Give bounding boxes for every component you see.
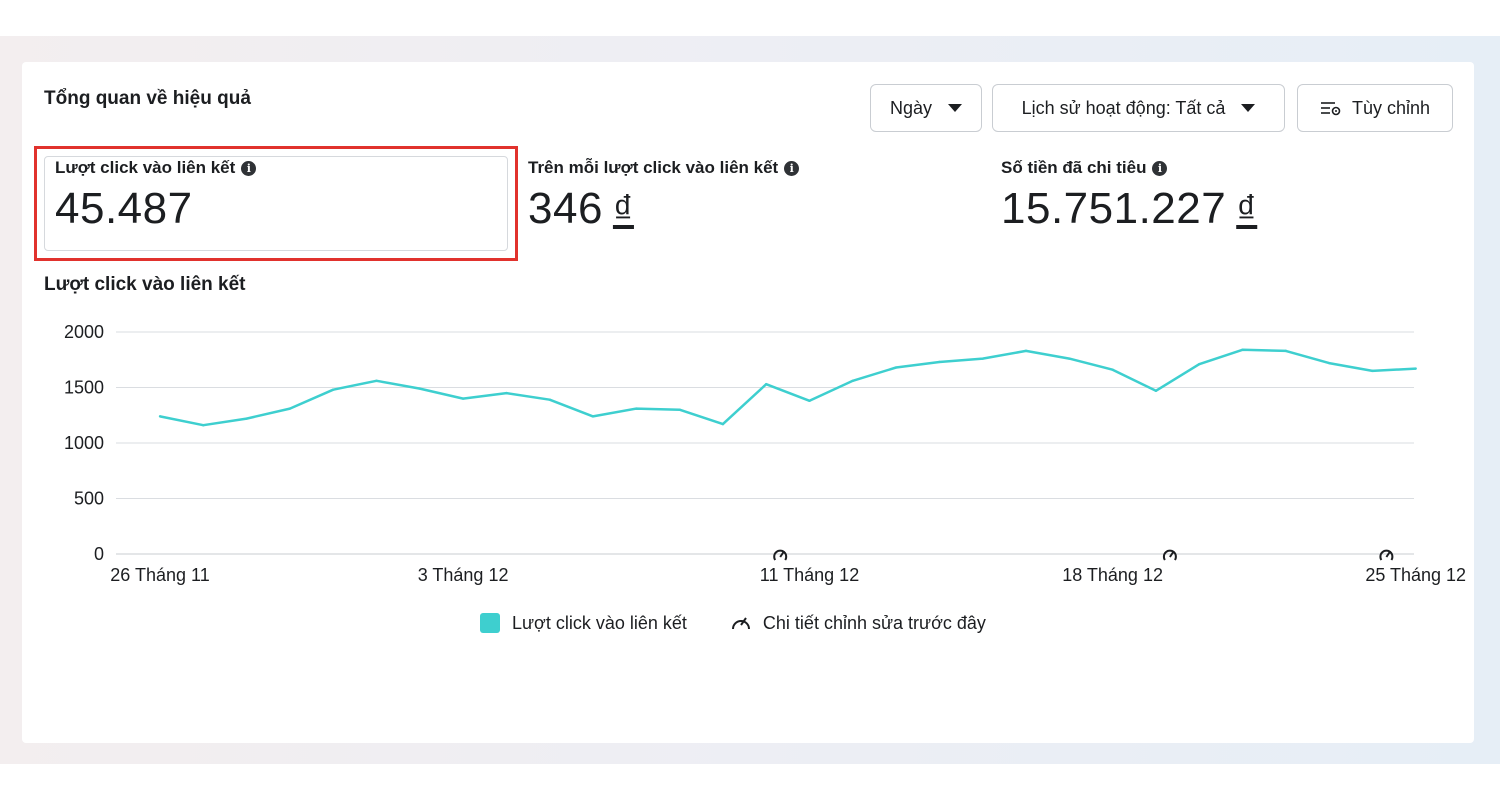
currency-symbol: ₫ [1236, 188, 1258, 232]
data-point [548, 398, 551, 401]
data-point [1284, 349, 1288, 353]
metric-label: Số tiền đã chi tiêu [1001, 158, 1147, 177]
x-tick-label: 18 Tháng 12 [1062, 565, 1163, 585]
data-point [158, 415, 162, 418]
data-point [1371, 369, 1374, 373]
y-tick-label: 2000 [64, 322, 104, 342]
data-point [332, 388, 335, 391]
x-tick-label: 25 Tháng 12 [1365, 565, 1466, 585]
data-point [678, 408, 681, 411]
info-icon[interactable]: i [1152, 160, 1168, 176]
y-tick-label: 1000 [64, 433, 104, 453]
edit-gauge-icon [731, 617, 750, 630]
currency-symbol: ₫ [612, 188, 634, 232]
period-dropdown[interactable]: Ngày [870, 84, 982, 132]
data-point [505, 391, 508, 395]
card-title: Tổng quan về hiệu quả [44, 88, 251, 109]
legend-item-edit-history[interactable]: Chi tiết chỉnh sửa trước đây [729, 612, 986, 634]
y-tick-label: 1500 [64, 378, 104, 398]
y-tick-label: 0 [94, 544, 104, 564]
edit-history-marker[interactable] [773, 549, 788, 561]
caret-down-icon [1241, 104, 1256, 112]
data-point [375, 379, 378, 383]
data-point [635, 407, 638, 410]
legend-label: Chi tiết chỉnh sửa trước đây [762, 612, 986, 633]
metric-value-row: 346 ₫ [528, 184, 799, 234]
data-point [461, 397, 465, 400]
legend-item-link-clicks[interactable]: Lượt click vào liên kết [480, 613, 687, 634]
metric-value: 15.751.227 [1001, 184, 1227, 233]
metric-value-row: 15.751.227 ₫ [1001, 184, 1257, 234]
data-point [1111, 368, 1114, 371]
performance-overview-card: Tổng quan về hiệu quả Ngày Lịch sử hoạt … [22, 62, 1474, 743]
data-point [591, 415, 595, 418]
data-point [1327, 361, 1331, 365]
data-point [1414, 367, 1417, 370]
metric-label: Lượt click vào liên kết [55, 158, 236, 177]
data-point [1024, 349, 1028, 353]
period-dropdown-label: Ngày [889, 97, 933, 118]
edit-history-marker[interactable] [1162, 549, 1177, 561]
info-icon[interactable]: i [241, 160, 257, 176]
series-line [159, 348, 1416, 427]
x-tick-label: 26 Tháng 11 [110, 565, 209, 585]
data-point [1154, 389, 1158, 393]
x-tick-label: 3 Tháng 12 [418, 565, 509, 585]
activity-history-label: Lịch sử hoạt động: Tất cả [1021, 97, 1226, 118]
metric-value: 45.487 [55, 184, 193, 233]
data-point [418, 387, 421, 390]
y-tick-label: 500 [74, 489, 104, 509]
data-point [938, 360, 941, 364]
data-point [721, 422, 725, 426]
metric-link-clicks[interactable]: Lượt click vào liên kết i 45.487 [55, 158, 257, 234]
edit-history-marker[interactable] [1379, 549, 1394, 561]
info-icon[interactable]: i [784, 160, 800, 176]
customize-button-label: Tùy chỉnh [1351, 97, 1431, 118]
metric-cost-per-click[interactable]: Trên mỗi lượt click vào liên kết i 346 ₫ [528, 158, 800, 234]
data-point [1198, 362, 1201, 366]
line-chart: 0 500 1000 1500 2000 26 Tháng 11 3 Tháng 12 11 … [64, 322, 1466, 585]
metric-amount-spent[interactable]: Số tiền đã chi tiêu i 15.751.227 ₫ [1001, 158, 1257, 234]
customize-button[interactable]: Tùy chỉnh [1297, 84, 1453, 132]
data-point [765, 382, 768, 386]
data-point [894, 366, 898, 369]
legend-swatch [480, 613, 500, 633]
metric-value: 346 [528, 184, 603, 233]
selected-metric-card[interactable] [44, 156, 508, 251]
data-point [808, 399, 811, 403]
sliders-icon [1320, 102, 1341, 116]
data-point [851, 379, 854, 383]
caret-down-icon [948, 104, 963, 112]
metric-label: Trên mỗi lượt click vào liên kết [528, 158, 779, 177]
data-point [202, 424, 205, 427]
data-point [1068, 357, 1071, 360]
selected-metric-highlight [34, 146, 518, 261]
data-point [981, 357, 984, 360]
chart-title: Lượt click vào liên kết [44, 274, 246, 295]
data-point [1241, 348, 1244, 351]
activity-history-dropdown[interactable]: Lịch sử hoạt động: Tất cả [992, 84, 1285, 132]
legend-label: Lượt click vào liên kết [512, 612, 687, 633]
chart-legend: Lượt click vào liên kết Chi tiết chỉnh s… [480, 612, 1028, 634]
x-tick-label: 11 Tháng 12 [760, 565, 859, 585]
data-point [245, 417, 248, 420]
data-point [288, 407, 292, 410]
